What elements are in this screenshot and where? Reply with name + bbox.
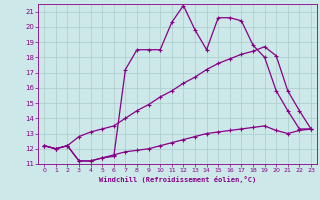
X-axis label: Windchill (Refroidissement éolien,°C): Windchill (Refroidissement éolien,°C) [99, 176, 256, 183]
